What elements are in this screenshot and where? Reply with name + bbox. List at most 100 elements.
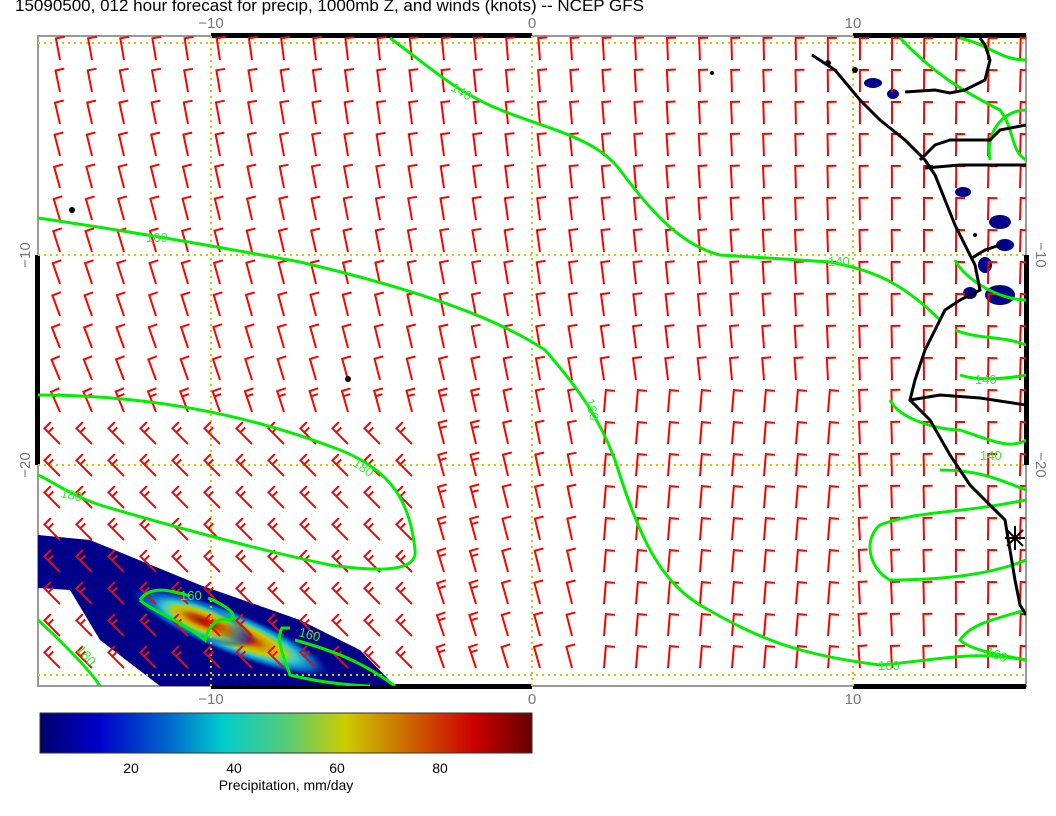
wind-barb bbox=[42, 581, 61, 605]
wind-barb bbox=[664, 356, 675, 381]
wind-barb bbox=[83, 259, 94, 285]
wind-barb bbox=[923, 100, 934, 125]
wind-barb bbox=[987, 196, 998, 221]
wind-barb bbox=[504, 100, 515, 125]
wind-barb bbox=[699, 421, 711, 445]
wind-barb bbox=[74, 485, 93, 509]
wind-barb bbox=[202, 517, 221, 541]
wind-barb bbox=[106, 453, 125, 477]
wind-barb bbox=[394, 613, 413, 637]
wind-barb bbox=[889, 580, 901, 605]
wind-barb bbox=[502, 387, 513, 413]
wind-barb bbox=[106, 421, 125, 445]
wind-barb bbox=[170, 549, 189, 573]
wind-barb bbox=[568, 164, 579, 189]
wind-barb bbox=[955, 132, 966, 157]
wind-barb bbox=[827, 613, 839, 637]
wind-barb bbox=[534, 355, 546, 381]
wind-barb bbox=[890, 196, 901, 221]
wind-barb bbox=[601, 36, 612, 61]
wind-barb bbox=[954, 612, 965, 637]
wind-barb bbox=[667, 421, 679, 445]
wind-barb bbox=[699, 581, 711, 605]
wind-barb bbox=[667, 453, 679, 477]
wind-barb bbox=[599, 355, 610, 381]
gridlines bbox=[38, 36, 1026, 686]
wind-barb bbox=[795, 485, 807, 509]
wind-barb bbox=[83, 291, 94, 317]
wind-barb bbox=[1019, 260, 1026, 285]
wind-barb bbox=[890, 356, 901, 381]
wind-barb bbox=[795, 549, 807, 573]
wind-barb bbox=[857, 420, 869, 445]
wind-barb bbox=[761, 228, 772, 253]
wind-barb bbox=[435, 643, 446, 669]
wind-barb bbox=[234, 549, 253, 573]
wind-barb bbox=[202, 421, 221, 445]
wind-barb bbox=[374, 259, 385, 285]
wind-barb bbox=[147, 323, 158, 349]
wind-barb bbox=[954, 644, 965, 669]
wind-barb bbox=[795, 581, 807, 605]
wind-barb bbox=[342, 195, 353, 221]
wind-barb bbox=[138, 421, 157, 445]
wind-barb bbox=[858, 37, 869, 61]
wind-barb bbox=[762, 132, 773, 157]
wind-barb bbox=[857, 452, 868, 477]
wind-barb bbox=[954, 517, 965, 541]
wind-barb bbox=[330, 517, 349, 541]
wind-barb bbox=[42, 645, 61, 669]
wind-barb bbox=[234, 421, 253, 445]
wind-barb bbox=[330, 613, 349, 637]
wind-barb bbox=[373, 291, 385, 317]
wind-barb bbox=[729, 196, 740, 221]
wind-barb bbox=[567, 323, 578, 349]
wind-barb bbox=[182, 131, 193, 157]
wind-barb bbox=[600, 132, 612, 157]
wind-barb bbox=[763, 645, 775, 669]
wind-barb bbox=[180, 259, 191, 285]
wind-barb bbox=[826, 36, 837, 61]
wind-barb bbox=[149, 195, 160, 221]
wind-barb bbox=[394, 581, 413, 605]
wind-barb bbox=[827, 453, 839, 477]
wind-barb bbox=[310, 195, 321, 221]
wind-barb bbox=[665, 100, 676, 125]
wind-barb bbox=[341, 259, 353, 285]
wind-barb bbox=[439, 195, 450, 221]
wind-barb bbox=[246, 131, 257, 157]
wind-barb bbox=[922, 292, 933, 317]
wind-barb bbox=[234, 453, 253, 477]
wind-barb bbox=[565, 547, 577, 573]
wind-barb bbox=[729, 164, 740, 189]
wind-barb bbox=[955, 453, 965, 476]
wind-barb bbox=[762, 68, 773, 93]
wind-barb bbox=[635, 453, 647, 477]
wind-barb bbox=[826, 100, 837, 125]
wind-barb bbox=[729, 100, 741, 125]
wind-barb bbox=[119, 36, 130, 61]
wind-barb bbox=[696, 356, 707, 381]
wind-barb bbox=[664, 292, 675, 317]
wind-barb bbox=[74, 613, 93, 637]
wind-barb bbox=[635, 613, 647, 637]
wind-barb bbox=[633, 132, 644, 157]
wind-barb bbox=[667, 517, 679, 541]
wind-barb bbox=[955, 421, 965, 444]
wind-barb bbox=[214, 163, 225, 189]
wind-barb bbox=[954, 580, 965, 605]
wind-barb bbox=[795, 421, 807, 445]
wind-barb bbox=[858, 356, 869, 381]
wind-barb bbox=[858, 132, 869, 157]
wind-barb bbox=[54, 36, 65, 61]
wind-barb bbox=[729, 228, 740, 253]
contour-label: 160 bbox=[984, 644, 1010, 666]
wind-barb bbox=[504, 132, 515, 157]
wind-barb bbox=[53, 99, 65, 125]
wind-barb bbox=[922, 452, 933, 477]
contour-label: 160 bbox=[180, 588, 202, 603]
wind-barb bbox=[277, 291, 288, 317]
wind-barb bbox=[266, 453, 285, 477]
wind-barb bbox=[923, 68, 934, 93]
wind-barb bbox=[215, 36, 226, 61]
